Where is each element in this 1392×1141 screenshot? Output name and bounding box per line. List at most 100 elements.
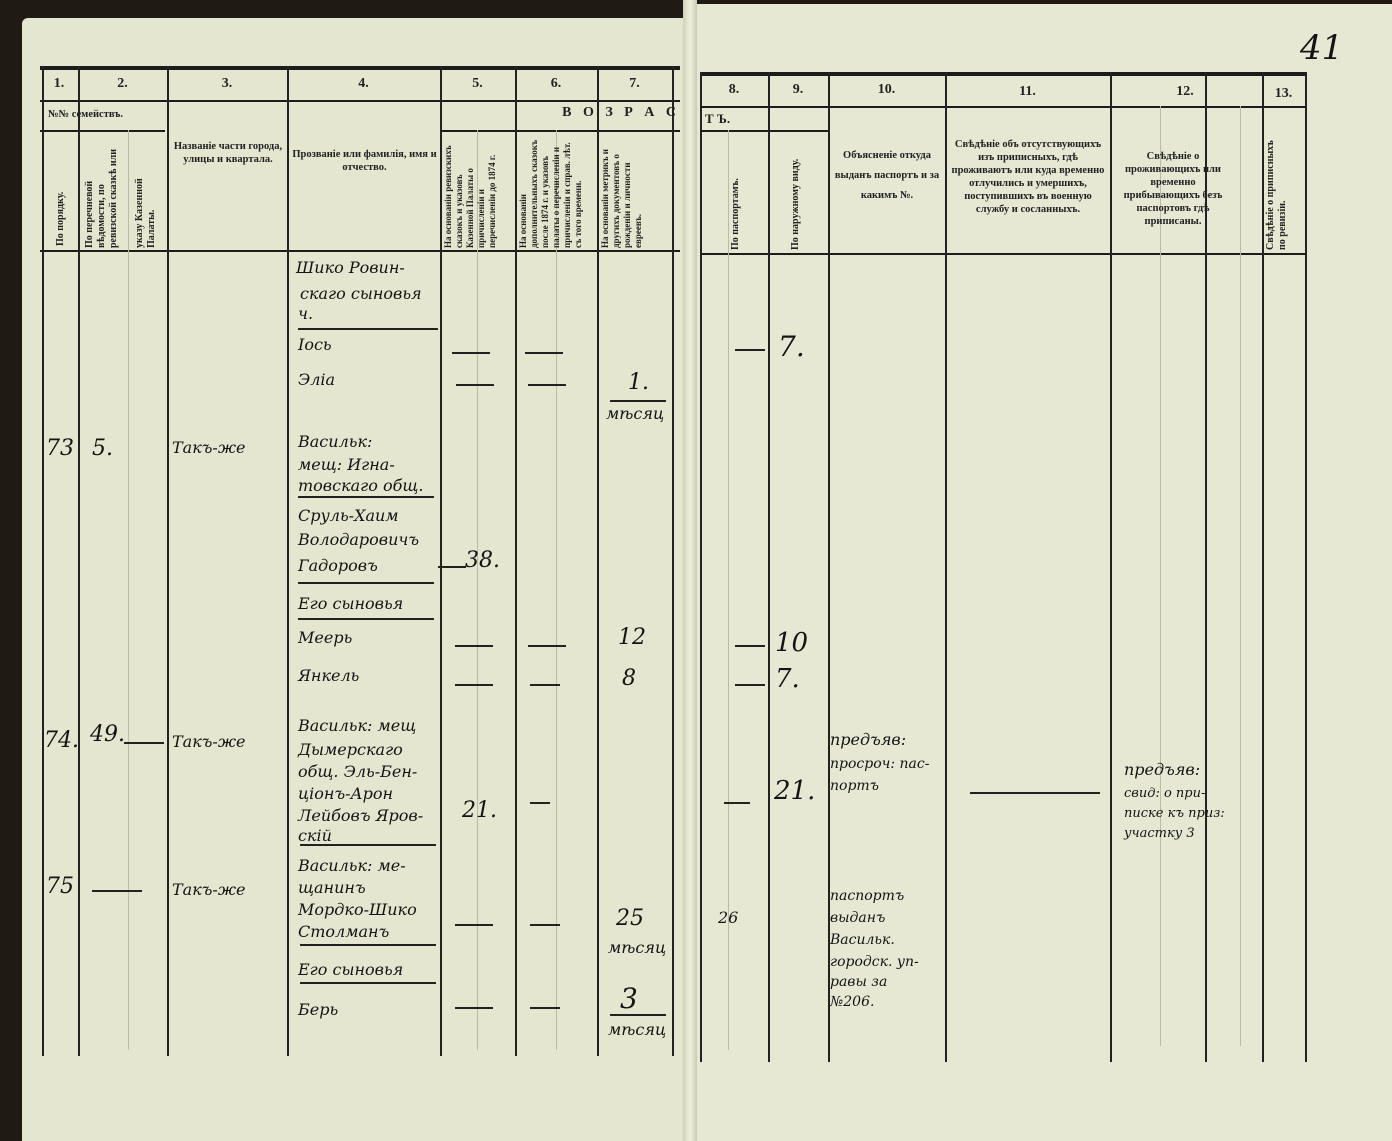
- dash-mark: [455, 645, 493, 647]
- dash-mark: [735, 349, 765, 351]
- table-rule: [672, 66, 674, 1056]
- rule: [440, 130, 680, 132]
- street: Такъ-же: [172, 732, 246, 751]
- age-col7-unit: мѣсяц: [608, 938, 667, 957]
- col3-header: Названіе части города, улицы и квартала.: [173, 141, 283, 165]
- name-line: ціонъ-Арон: [298, 784, 394, 803]
- col13-header: Свѣдѣніе о приписныхъ по ревизіи.: [1265, 140, 1288, 250]
- name-line: Васильк:: [298, 432, 373, 451]
- rule: [40, 250, 680, 252]
- age-col9: 7.: [778, 330, 805, 363]
- name-line: Володаровичъ: [298, 530, 419, 549]
- col-number: 4.: [358, 76, 369, 91]
- dash-mark: [298, 618, 434, 620]
- table-rule: [128, 130, 129, 1050]
- page-number: 41: [1300, 28, 1344, 68]
- dash-mark: [530, 924, 560, 926]
- passport-note: просроч: пас-: [830, 756, 930, 772]
- dash-mark: [298, 328, 438, 330]
- name-line: Меерь: [298, 628, 353, 647]
- name-line: скій: [298, 826, 332, 845]
- col2a-header: По перечневой вѣдомости, по ревизской ск…: [84, 149, 119, 248]
- dash-mark: [455, 684, 493, 686]
- table-rule: [477, 130, 478, 1050]
- col-number: 5.: [472, 76, 483, 91]
- dash-mark: [610, 1014, 666, 1016]
- dash-mark: [298, 496, 434, 498]
- row-number: 74.: [44, 728, 79, 753]
- name-line: Гадоровъ: [298, 556, 378, 575]
- dash-mark: [300, 982, 436, 984]
- table-rule: [167, 66, 169, 1056]
- col-number: 1.: [53, 76, 65, 91]
- row-number: 75: [46, 874, 74, 899]
- age-col9: 10: [775, 628, 809, 658]
- dash-mark: [530, 684, 560, 686]
- dash-mark: [530, 1007, 560, 1009]
- table-rule: [597, 66, 599, 1056]
- col-number: 2.: [117, 76, 128, 91]
- col5-header: На основаніи ревизскихъ сказокъ и указов…: [443, 145, 497, 248]
- table-rule: [42, 66, 44, 1056]
- dash-mark: [124, 742, 164, 744]
- dash-mark: [970, 792, 1100, 794]
- table-rule: [1305, 72, 1307, 1062]
- residence-note: предъяв:: [1124, 760, 1201, 779]
- name-line: Шико Ровин-: [296, 258, 405, 277]
- age-col9: 7.: [775, 664, 800, 694]
- dash-mark: [455, 1007, 493, 1009]
- age-col7-unit: мѣсяц: [606, 404, 665, 423]
- family-number: 5.: [92, 436, 113, 461]
- col-number: 7.: [629, 76, 640, 91]
- name-line: Дымерскаго: [298, 740, 403, 759]
- name-line: Васильк: мещ: [298, 716, 417, 735]
- residence-note: участку 3: [1124, 826, 1195, 841]
- dash-mark: [530, 802, 550, 804]
- col-number: 11.: [1019, 84, 1036, 99]
- residence-note: писке къ приз:: [1124, 806, 1225, 821]
- col-number: 10.: [877, 82, 896, 97]
- dash-mark: [528, 384, 566, 386]
- col-number: 3.: [221, 76, 233, 91]
- dash-mark: [455, 924, 493, 926]
- col6-header: На основаніи дополнительныхъ сказокъ пос…: [518, 139, 583, 248]
- col-number: 12.: [1176, 84, 1194, 99]
- age-col5: 21.: [462, 798, 497, 823]
- row-number: 73: [46, 436, 74, 461]
- dash-mark: [92, 890, 142, 892]
- table-rule: [945, 72, 947, 1062]
- name-line: Мордко-Шико: [298, 900, 417, 919]
- name-line: скаго сыновья: [300, 284, 422, 303]
- street: Такъ-же: [172, 438, 246, 457]
- name-line: ч.: [298, 304, 314, 323]
- col-number: 9.: [792, 82, 804, 97]
- rule: [40, 66, 680, 70]
- dash-mark: [724, 802, 750, 804]
- name-line: Его сыновья: [298, 960, 404, 979]
- col10-header: Объясненіе откуда выданъ паспортъ и за к…: [834, 150, 940, 201]
- dash-mark: [452, 352, 490, 354]
- name-line: Іось: [298, 335, 332, 354]
- age-col7: 3: [620, 982, 638, 1015]
- dash-mark: [438, 566, 466, 568]
- name-line: Берь: [298, 1000, 339, 1019]
- dash-mark: [300, 944, 436, 946]
- family-number: 49.: [90, 722, 125, 747]
- dash-mark: [735, 645, 765, 647]
- name-line: мещ: Игна-: [298, 455, 395, 474]
- passport-note: городск. уп-: [830, 954, 919, 970]
- col2b-header: указу Казенной Палаты.: [134, 178, 157, 248]
- table-rule: [440, 66, 442, 1056]
- table-rule: [1262, 72, 1264, 1062]
- dash-mark: [735, 684, 765, 686]
- passport-note: портъ: [830, 778, 880, 794]
- passport-note: выданъ: [830, 910, 886, 926]
- age-col9: 21.: [774, 776, 816, 806]
- age-col7-unit: мѣсяц: [608, 1020, 667, 1039]
- table-rule: [768, 72, 770, 1062]
- table-rule: [828, 72, 830, 1062]
- right-page: [690, 4, 1392, 1141]
- dash-mark: [610, 400, 666, 402]
- table-rule: [78, 66, 80, 1056]
- name-line: Эліа: [298, 370, 336, 389]
